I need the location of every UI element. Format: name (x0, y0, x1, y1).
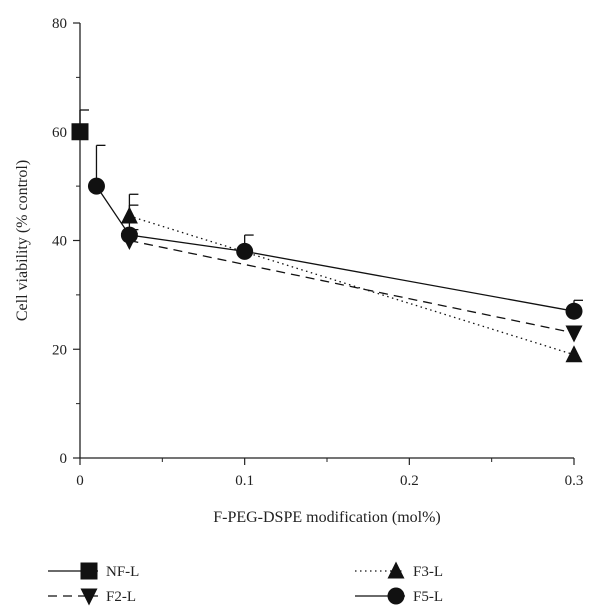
y-axis-title: Cell viability (% control) (14, 160, 31, 321)
legend-label: F3-L (413, 564, 443, 580)
data-point-f5-l (565, 302, 583, 320)
series-f3-l (120, 193, 583, 363)
data-point-f5-l (120, 226, 138, 244)
data-point-f5-l (236, 242, 254, 260)
legend-item-f5-l: F5-L (355, 587, 443, 605)
legend-item-nf-l: NF-L (48, 562, 139, 580)
x-tick-label: 0.2 (400, 473, 419, 489)
x-tick-label: 0.1 (235, 473, 254, 489)
series-f2-l (120, 228, 583, 343)
x-axis-title: F-PEG-DSPE modification (mol%) (213, 509, 441, 526)
legend-label: NF-L (106, 564, 139, 580)
series-nf-l (71, 109, 89, 141)
axes: 0 20 40 60 80 0 0.1 0.2 0.3 (52, 16, 583, 489)
x-tick-label: 0.3 (565, 473, 584, 489)
data-point-nf-l (71, 123, 89, 141)
legend-marker (80, 588, 98, 606)
y-tick-label: 60 (52, 125, 67, 141)
y-tick-label: 40 (52, 234, 67, 250)
legend-marker (80, 562, 98, 580)
series-line-f2-l (129, 239, 575, 334)
x-tick-label: 0 (76, 473, 84, 489)
y-tick-label: 20 (52, 342, 67, 358)
data-point-f3-l (565, 345, 583, 363)
y-tick-label: 80 (52, 16, 67, 32)
series-line-f5-l (95, 185, 575, 312)
legend-label: F2-L (106, 589, 136, 605)
y-tick-label: 0 (60, 451, 68, 467)
legend-label: F5-L (413, 589, 443, 605)
legend-marker (387, 561, 405, 579)
data-point-f2-l (565, 325, 583, 343)
series-line-f3-l (129, 215, 575, 356)
plot-area (71, 109, 583, 363)
series-f5-l (87, 144, 583, 320)
legend-item-f3-l: F3-L (355, 561, 443, 580)
legend-marker (387, 587, 405, 605)
data-point-f5-l (87, 177, 105, 195)
legend: NF-L F2-L F3-L F5-L (48, 561, 443, 606)
legend-item-f2-l: F2-L (48, 588, 136, 606)
